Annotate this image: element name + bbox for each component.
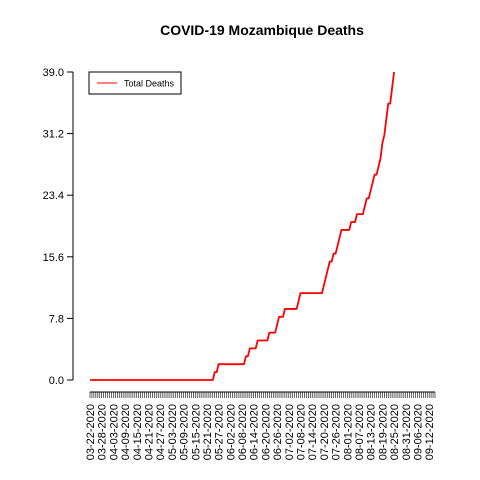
x-tick-label: 08-13-2020 <box>366 404 378 460</box>
chart-title: COVID-19 Mozambique Deaths <box>160 22 364 38</box>
plot-area <box>90 71 395 381</box>
x-tick-label: 07-08-2020 <box>296 404 308 460</box>
x-tick-label: 04-03-2020 <box>108 404 120 460</box>
x-tick-label: 03-28-2020 <box>97 404 109 460</box>
x-tick-label: 08-01-2020 <box>342 404 354 460</box>
x-axis: 03-22-2020 03-28-2020 04-03-2020 04-09-2020… <box>85 391 436 460</box>
x-tick-label: 06-20-2020 <box>260 404 272 460</box>
x-tick-label: 05-15-2020 <box>190 404 202 460</box>
x-tick-label: 04-09-2020 <box>120 404 132 460</box>
x-tick-label: 07-14-2020 <box>307 404 319 460</box>
x-tick-label: 06-08-2020 <box>237 404 249 460</box>
x-tick-label: 04-27-2020 <box>155 404 167 460</box>
series-line-total-deaths <box>90 71 395 381</box>
x-tick-label: 06-26-2020 <box>272 404 284 460</box>
x-tick-label: 08-25-2020 <box>389 404 401 460</box>
y-tick-label: 15.6 <box>43 252 64 264</box>
legend-box <box>88 71 182 95</box>
x-tick-label: 05-03-2020 <box>167 404 179 460</box>
y-tick-label: 7.8 <box>49 313 64 325</box>
x-tick-label: 09-12-2020 <box>424 404 436 460</box>
x-tick-label: 05-27-2020 <box>214 404 226 460</box>
y-tick-label: 0.0 <box>49 375 64 387</box>
x-tick-label: 05-21-2020 <box>202 404 214 460</box>
x-tick-label: 09-06-2020 <box>412 404 424 460</box>
x-tick-label: 06-02-2020 <box>225 404 237 460</box>
x-tick-label: 08-19-2020 <box>377 404 389 460</box>
legend: Total Deaths <box>88 71 182 95</box>
x-tick-label: 05-09-2020 <box>179 404 191 460</box>
x-tick-label: 08-07-2020 <box>354 404 366 460</box>
y-tick-label: 23.4 <box>43 190 64 202</box>
y-tick-label: 39.0 <box>43 67 64 79</box>
y-axis: 0.0 7.8 15.6 23.4 31.2 39.0 <box>43 67 74 387</box>
x-tick-label: 07-02-2020 <box>284 404 296 460</box>
x-tick-label: 06-14-2020 <box>249 404 261 460</box>
x-tick-label: 03-22-2020 <box>85 404 97 460</box>
y-tick-label: 31.2 <box>43 129 64 141</box>
x-tick-label: 04-15-2020 <box>132 404 144 460</box>
x-tick-label: 07-20-2020 <box>319 404 331 460</box>
legend-label: Total Deaths <box>124 79 175 89</box>
x-tick-label: 07-26-2020 <box>331 404 343 460</box>
x-tick-label: 08-31-2020 <box>401 404 413 460</box>
x-tick-label: 04-21-2020 <box>143 404 155 460</box>
